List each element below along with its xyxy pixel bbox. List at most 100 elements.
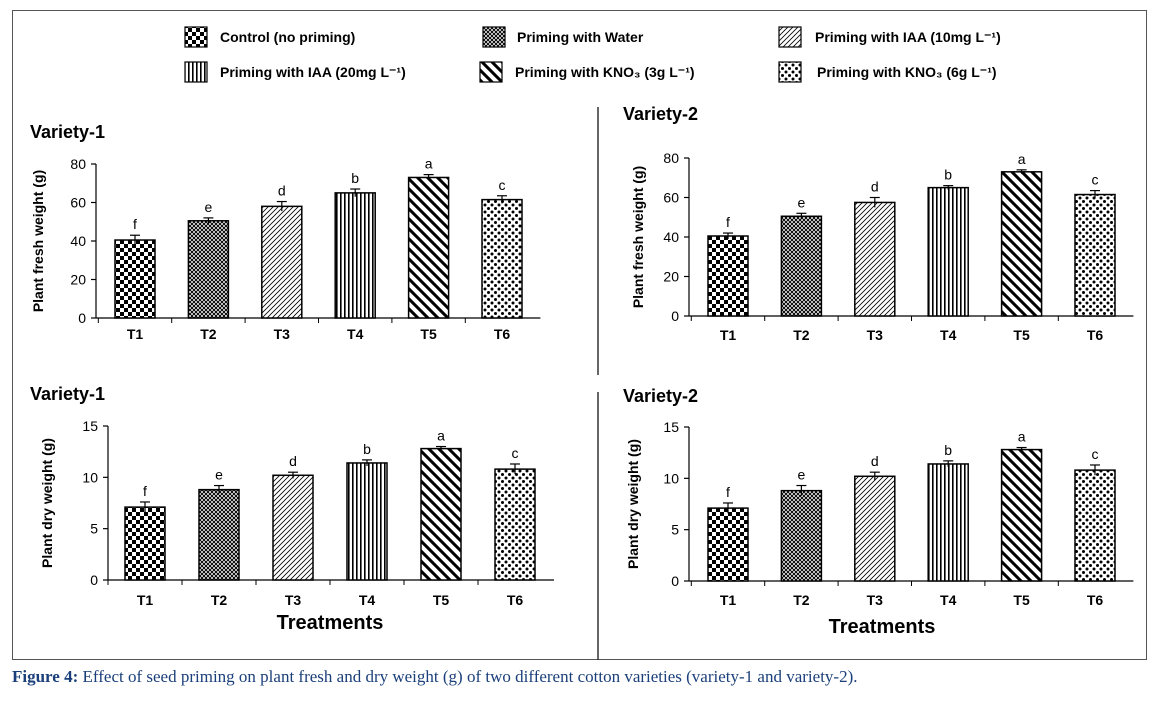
x-tick-label-t5: T5 [1013, 327, 1030, 343]
x-tick-label-t1: T1 [720, 327, 737, 343]
figure-chart-area: Control (no priming) Priming with Water Pr… [30, 26, 1134, 660]
significance-letter-t1: f [726, 484, 730, 500]
bar-t4 [927, 463, 969, 582]
x-tick-label-t1: T1 [127, 326, 144, 342]
significance-letter-t3: d [871, 453, 879, 469]
bar-t6 [481, 198, 523, 319]
panel-title: Variety-1 [30, 122, 105, 142]
x-tick-label-t2: T2 [793, 327, 810, 343]
x-tick-label-t4: T4 [359, 592, 376, 608]
significance-letter-t5: a [425, 156, 433, 172]
bar-t5 [420, 447, 462, 581]
bar-t3 [261, 205, 303, 319]
bar-t1 [707, 507, 749, 582]
y-tick-label: 0 [90, 572, 98, 588]
legend: Control (no priming) Priming with Water Pr… [184, 26, 1001, 83]
bar-t1 [707, 235, 749, 317]
x-tick-label-t6: T6 [1087, 592, 1104, 608]
x-tick-label-t2: T2 [793, 592, 810, 608]
chart-panel-1: Variety-1 Plant fresh weight (g) 0 20 40 60 80… [30, 122, 541, 342]
bar-t6 [1074, 469, 1116, 582]
y-tick-label: 40 [70, 233, 86, 249]
bar-t4 [334, 192, 376, 319]
y-axis-label: Plant dry weight (g) [625, 439, 641, 569]
significance-letter-t4: b [363, 441, 371, 457]
bar-t5 [407, 176, 450, 319]
x-tick-label-t4: T4 [347, 326, 364, 342]
significance-letter-t5: a [437, 428, 445, 444]
y-tick-label: 10 [663, 470, 679, 486]
significance-letter-t6: c [512, 445, 519, 461]
x-tick-label-t4: T4 [940, 592, 957, 608]
x-tick-label-t2: T2 [200, 326, 217, 342]
chart-panel-4: Variety-2 Plant dry weight (g) 0 5 10 15 f T1 e T… [623, 386, 1134, 638]
significance-letter-t2: e [215, 467, 223, 483]
y-tick-label: 5 [90, 521, 98, 537]
x-tick-label-t2: T2 [211, 592, 228, 608]
significance-letter-t4: b [944, 167, 952, 183]
x-axis-label: Treatments [277, 612, 384, 634]
chart-panel-2: Variety-2 Plant fresh weight (g) 0 20 40 60 80… [623, 104, 1134, 343]
y-tick-label: 0 [671, 308, 679, 324]
panel-title: Variety-2 [623, 104, 698, 124]
significance-letter-t6: c [1092, 446, 1099, 462]
significance-letter-t2: e [205, 199, 213, 215]
x-tick-label-t3: T3 [285, 592, 302, 608]
bar-t3 [854, 201, 896, 317]
panel-title: Variety-1 [30, 384, 105, 404]
legend-label-6: Priming with KNO₃ (6g L⁻¹) [817, 64, 997, 80]
chart-panels: Variety-1 Plant fresh weight (g) 0 20 40 60 80… [30, 104, 1134, 638]
x-tick-label-t3: T3 [274, 326, 291, 342]
x-tick-label-t6: T6 [507, 592, 524, 608]
y-tick-label: 40 [663, 229, 679, 245]
significance-letter-t1: f [726, 214, 730, 230]
x-tick-label-t3: T3 [867, 592, 884, 608]
x-tick-label-t4: T4 [940, 327, 957, 343]
significance-letter-t6: c [1092, 172, 1099, 188]
legend-swatch-4 [184, 61, 208, 83]
x-axis-label: Treatments [829, 616, 936, 638]
x-tick-label-t3: T3 [867, 327, 884, 343]
significance-letter-t1: f [143, 483, 147, 499]
bar-t2 [780, 489, 823, 582]
y-axis-label: Plant dry weight (g) [39, 438, 55, 568]
significance-letter-t3: d [289, 453, 297, 469]
y-axis-label: Plant fresh weight (g) [30, 170, 46, 312]
significance-letter-t5: a [1018, 429, 1026, 445]
bar-t3 [272, 474, 314, 581]
y-tick-label: 20 [70, 272, 86, 288]
bar-t5 [1000, 171, 1043, 317]
bar-t2 [187, 220, 230, 319]
legend-swatch-2 [482, 26, 506, 48]
legend-label-4: Priming with IAA (20mg L⁻¹) [220, 64, 406, 80]
x-tick-label-t5: T5 [420, 326, 437, 342]
x-tick-label-t1: T1 [720, 592, 737, 608]
significance-letter-t3: d [871, 179, 879, 195]
y-tick-label: 0 [78, 310, 86, 326]
x-tick-label-t1: T1 [137, 592, 154, 608]
significance-letter-t2: e [798, 467, 806, 483]
legend-swatch-1 [184, 26, 208, 48]
y-axis-label: Plant fresh weight (g) [630, 166, 646, 308]
y-tick-label: 60 [663, 190, 679, 206]
bar-t1 [114, 239, 156, 319]
y-tick-label: 15 [663, 419, 679, 435]
legend-swatch-6 [778, 61, 802, 83]
panel-title: Variety-2 [623, 386, 698, 406]
x-tick-label-t5: T5 [433, 592, 450, 608]
y-tick-label: 15 [82, 418, 98, 434]
x-tick-label-t6: T6 [1087, 327, 1104, 343]
chart-panel-3: Variety-1 Plant dry weight (g) 0 5 10 15 f T1 e T… [30, 384, 554, 634]
x-tick-label-t6: T6 [494, 326, 511, 342]
legend-label-1: Control (no priming) [220, 29, 355, 45]
legend-label-3: Priming with IAA (10mg L⁻¹) [815, 29, 1001, 45]
significance-letter-t4: b [351, 170, 359, 186]
significance-letter-t5: a [1018, 151, 1026, 167]
significance-letter-t1: f [133, 216, 137, 232]
y-tick-label: 0 [671, 573, 679, 589]
bar-t2 [780, 215, 823, 317]
bar-t6 [1074, 193, 1116, 317]
bar-t5 [1000, 448, 1043, 582]
bar-t6 [494, 468, 536, 581]
bar-t2 [198, 488, 240, 581]
